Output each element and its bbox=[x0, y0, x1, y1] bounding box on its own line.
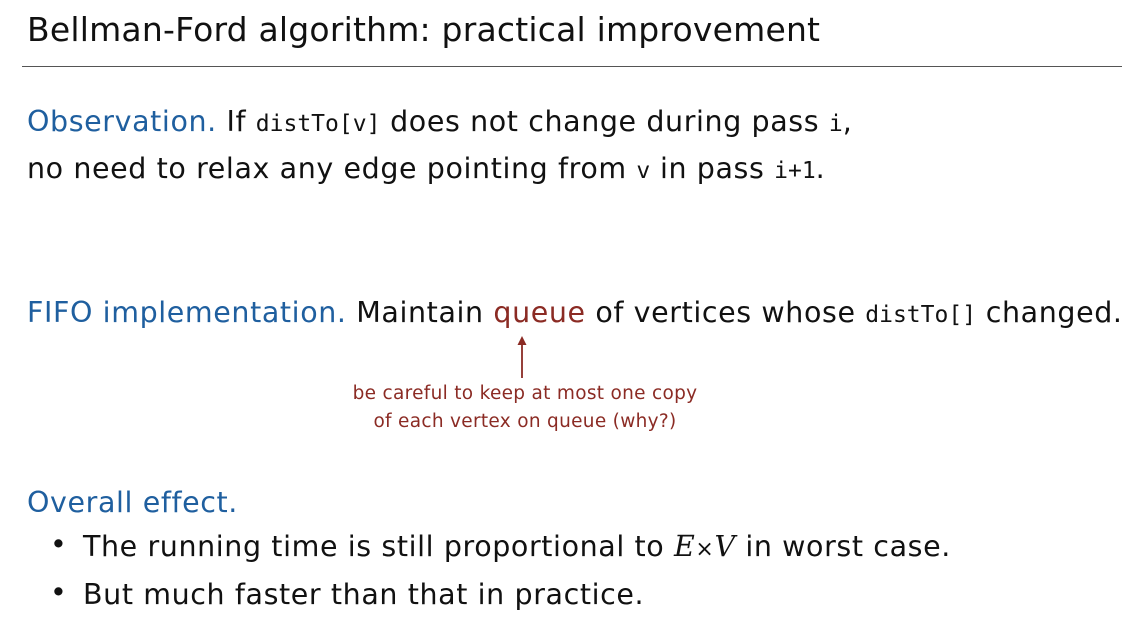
code-distto-v: distTo[v] bbox=[255, 111, 381, 137]
observation-period: . bbox=[815, 152, 826, 185]
title-divider bbox=[22, 66, 1122, 67]
observation-line-1: Observation. If distTo[v] does not chang… bbox=[27, 105, 852, 138]
up-arrow-icon bbox=[517, 336, 527, 378]
code-distto: distTo[] bbox=[865, 302, 977, 328]
overall-line: Overall effect. bbox=[27, 486, 238, 519]
math-times: × bbox=[695, 537, 715, 562]
fifo-queue-highlight: queue bbox=[493, 296, 586, 329]
bullet-icon: • bbox=[50, 528, 68, 561]
fifo-line: FIFO implementation. Maintain queue of v… bbox=[27, 296, 1122, 329]
observation-line-2: no need to relax any edge pointing from … bbox=[27, 152, 825, 185]
observation-comma: , bbox=[842, 105, 853, 138]
math-e: E bbox=[674, 530, 696, 563]
overall-bullet-list: • The running time is still proportional… bbox=[50, 528, 951, 626]
queue-note-line-1: be careful to keep at most one copy bbox=[352, 383, 698, 404]
fifo-text-vertices: of vertices whose bbox=[595, 296, 856, 329]
fifo-text-maintain: Maintain bbox=[356, 296, 484, 329]
code-i-plus-1: i+1 bbox=[774, 158, 816, 184]
queue-note-line-2: of each vertex on queue (why?) bbox=[373, 411, 677, 432]
observation-text-pass: in pass bbox=[659, 152, 765, 185]
bullet-2-text: But much faster than that in practice. bbox=[83, 578, 645, 611]
observation-text-change: does not change during pass bbox=[390, 105, 820, 138]
math-v: V bbox=[714, 530, 736, 563]
bullet-1-text-b: in worst case. bbox=[745, 530, 951, 563]
bullet-1-text-a: The running time is still proportional t… bbox=[83, 530, 665, 563]
observation-text-relax: no need to relax any edge pointing from bbox=[27, 152, 627, 185]
observation-label: Observation. bbox=[27, 105, 217, 138]
bullet-icon: • bbox=[50, 576, 68, 609]
code-v: v bbox=[636, 158, 651, 184]
observation-text-if: If bbox=[226, 105, 247, 138]
fifo-text-changed: changed. bbox=[985, 296, 1122, 329]
fifo-label: FIFO implementation. bbox=[27, 296, 347, 329]
list-item: • The running time is still proportional… bbox=[50, 528, 951, 578]
overall-label: Overall effect. bbox=[27, 486, 238, 519]
list-item: • But much faster than that in practice. bbox=[50, 576, 951, 626]
slide-title: Bellman-Ford algorithm: practical improv… bbox=[27, 10, 821, 49]
code-i: i bbox=[828, 111, 843, 137]
